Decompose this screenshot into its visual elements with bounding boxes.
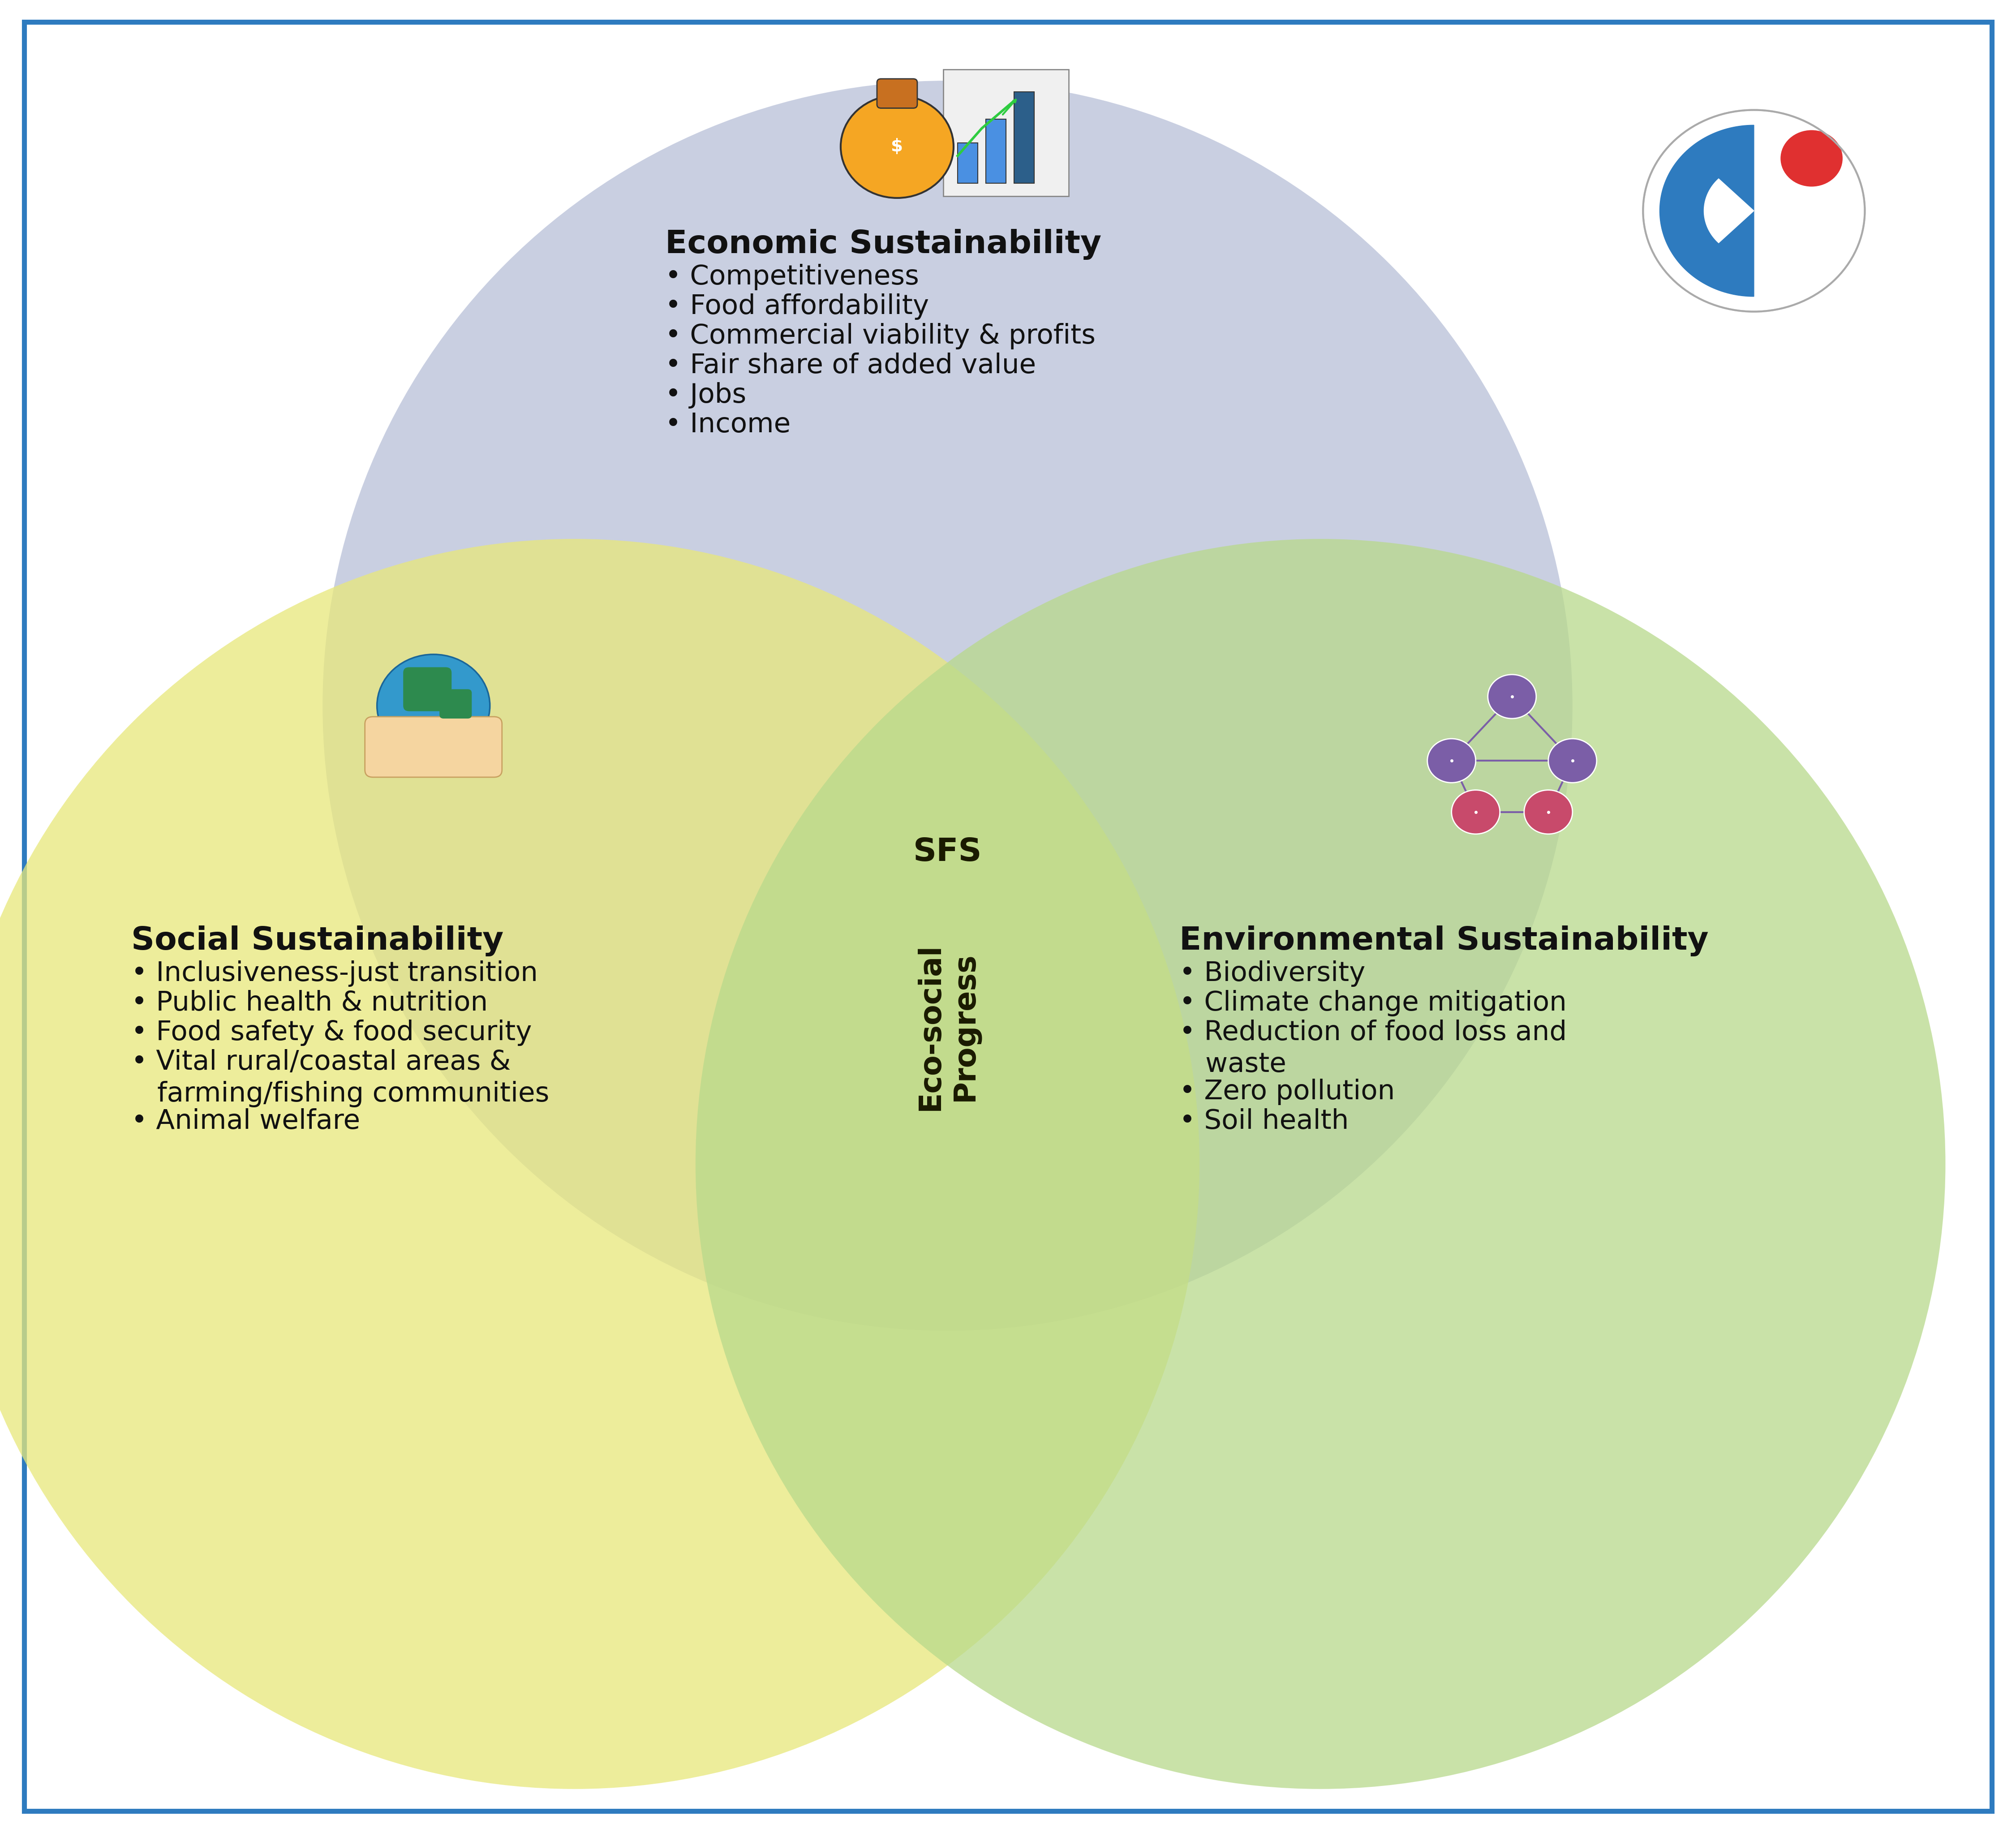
Circle shape bbox=[1643, 110, 1865, 312]
FancyBboxPatch shape bbox=[395, 726, 423, 755]
Text: Economic Sustainability: Economic Sustainability bbox=[665, 229, 1101, 260]
Text: • Income: • Income bbox=[665, 412, 790, 438]
Text: • Biodiversity: • Biodiversity bbox=[1179, 960, 1365, 986]
Text: • Food affordability: • Food affordability bbox=[665, 293, 929, 321]
FancyBboxPatch shape bbox=[365, 717, 502, 777]
Circle shape bbox=[377, 654, 490, 757]
FancyBboxPatch shape bbox=[1014, 92, 1034, 183]
Ellipse shape bbox=[0, 539, 1200, 1789]
FancyBboxPatch shape bbox=[943, 70, 1068, 196]
Circle shape bbox=[1452, 790, 1500, 834]
Text: • Vital rural/coastal areas &
   farming/fishing communities: • Vital rural/coastal areas & farming/fi… bbox=[131, 1048, 548, 1107]
Text: • Competitiveness: • Competitiveness bbox=[665, 264, 919, 290]
FancyBboxPatch shape bbox=[439, 689, 472, 719]
Text: Eco-social
Progress: Eco-social Progress bbox=[915, 942, 980, 1111]
FancyBboxPatch shape bbox=[419, 726, 448, 755]
Text: • Commercial viability & profits: • Commercial viability & profits bbox=[665, 323, 1097, 350]
FancyBboxPatch shape bbox=[877, 79, 917, 108]
Text: Environmental Sustainability: Environmental Sustainability bbox=[1179, 926, 1710, 957]
Circle shape bbox=[1427, 739, 1476, 783]
Text: • Fair share of added value: • Fair share of added value bbox=[665, 352, 1036, 379]
FancyBboxPatch shape bbox=[444, 726, 472, 755]
Text: • Food safety & food security: • Food safety & food security bbox=[131, 1019, 532, 1047]
Circle shape bbox=[841, 95, 954, 198]
Text: • Inclusiveness-just transition: • Inclusiveness-just transition bbox=[131, 960, 538, 986]
FancyBboxPatch shape bbox=[986, 119, 1006, 183]
Ellipse shape bbox=[323, 81, 1572, 1331]
Text: SFS: SFS bbox=[913, 838, 982, 867]
Circle shape bbox=[1524, 790, 1572, 834]
FancyBboxPatch shape bbox=[403, 667, 452, 711]
Polygon shape bbox=[1659, 125, 1754, 297]
Ellipse shape bbox=[696, 539, 1945, 1789]
Text: • Zero pollution: • Zero pollution bbox=[1179, 1080, 1395, 1105]
Circle shape bbox=[1548, 739, 1597, 783]
Polygon shape bbox=[1704, 178, 1754, 244]
Text: $: $ bbox=[891, 137, 903, 156]
FancyBboxPatch shape bbox=[958, 143, 978, 183]
Text: • Climate change mitigation: • Climate change mitigation bbox=[1179, 990, 1566, 1017]
Text: • Animal welfare: • Animal welfare bbox=[131, 1109, 361, 1135]
Text: Social Sustainability: Social Sustainability bbox=[131, 926, 504, 957]
Text: • Jobs: • Jobs bbox=[665, 383, 746, 409]
Circle shape bbox=[1488, 675, 1536, 719]
Circle shape bbox=[1780, 130, 1843, 187]
Text: • Soil health: • Soil health bbox=[1179, 1109, 1349, 1135]
Text: • Reduction of food loss and
   waste: • Reduction of food loss and waste bbox=[1179, 1019, 1566, 1078]
Text: • Public health & nutrition: • Public health & nutrition bbox=[131, 990, 488, 1017]
